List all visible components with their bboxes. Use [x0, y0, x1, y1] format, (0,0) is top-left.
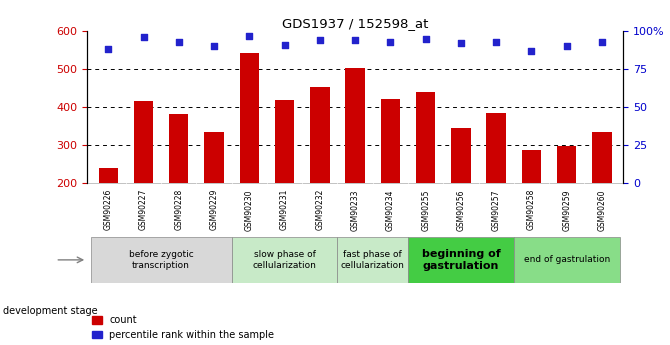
Point	[138, 34, 149, 40]
Point	[561, 43, 572, 49]
Text: GSM90227: GSM90227	[139, 189, 148, 230]
Bar	[338, 237, 408, 283]
Text: GSM90233: GSM90233	[350, 189, 360, 230]
Bar	[522, 150, 541, 258]
Text: slow phase of
cellularization: slow phase of cellularization	[253, 250, 316, 269]
Point	[314, 37, 325, 43]
Bar	[486, 112, 506, 258]
Point	[526, 48, 537, 53]
Text: GSM90228: GSM90228	[174, 189, 184, 230]
Bar	[557, 146, 576, 258]
Point	[491, 39, 502, 45]
Text: GSM90257: GSM90257	[492, 189, 500, 230]
Text: GSM90226: GSM90226	[104, 189, 113, 230]
Bar	[416, 92, 436, 258]
Bar	[346, 68, 364, 258]
Point	[174, 39, 184, 45]
Point	[350, 37, 360, 43]
Point	[420, 36, 431, 41]
Bar	[310, 87, 330, 258]
Bar	[514, 237, 620, 283]
Point	[208, 43, 219, 49]
Text: GSM90232: GSM90232	[316, 189, 324, 230]
Text: GSM90259: GSM90259	[562, 189, 572, 230]
Point	[596, 39, 607, 45]
Bar	[240, 53, 259, 258]
Text: end of gastrulation: end of gastrulation	[523, 255, 610, 264]
Text: GSM90230: GSM90230	[245, 189, 254, 230]
Bar	[451, 128, 470, 258]
Text: development stage: development stage	[3, 306, 98, 315]
Text: before zygotic
transcription: before zygotic transcription	[129, 250, 194, 269]
Text: GSM90256: GSM90256	[456, 189, 466, 230]
Bar	[169, 115, 188, 258]
Text: GSM90255: GSM90255	[421, 189, 430, 230]
Bar	[275, 100, 294, 258]
Point	[456, 40, 466, 46]
Bar	[381, 99, 400, 258]
Title: GDS1937 / 152598_at: GDS1937 / 152598_at	[282, 17, 428, 30]
Text: GSM90229: GSM90229	[210, 189, 218, 230]
Legend: count, percentile rank within the sample: count, percentile rank within the sample	[92, 315, 275, 340]
Point	[244, 33, 255, 38]
Text: GSM90234: GSM90234	[386, 189, 395, 230]
Bar	[134, 101, 153, 258]
Text: beginning of
gastrulation: beginning of gastrulation	[421, 249, 500, 271]
Bar	[592, 132, 612, 258]
Point	[103, 47, 114, 52]
Bar	[232, 237, 338, 283]
Text: GSM90260: GSM90260	[598, 189, 606, 230]
Text: GSM90258: GSM90258	[527, 189, 536, 230]
Bar	[90, 237, 232, 283]
Text: fast phase of
cellularization: fast phase of cellularization	[341, 250, 405, 269]
Bar	[98, 168, 118, 258]
Point	[279, 42, 290, 48]
Point	[385, 39, 396, 45]
Text: GSM90231: GSM90231	[280, 189, 289, 230]
Bar	[408, 237, 514, 283]
Bar	[204, 132, 224, 258]
